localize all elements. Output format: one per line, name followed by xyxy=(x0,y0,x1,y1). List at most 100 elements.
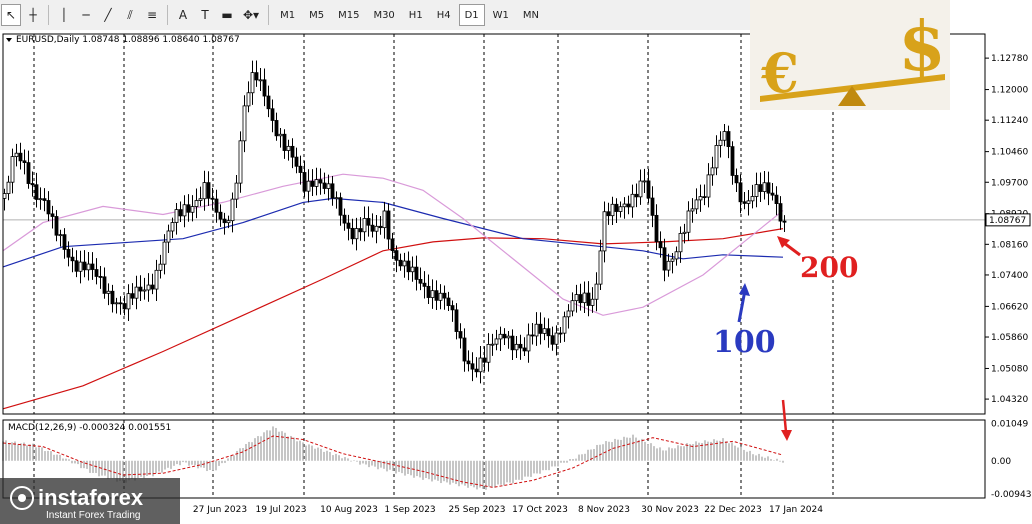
ma50-line xyxy=(2,173,784,316)
candle-body xyxy=(98,276,103,278)
candle-body xyxy=(122,303,127,310)
candle-body xyxy=(386,210,391,240)
candle-body xyxy=(686,210,691,233)
euro-symbol: € xyxy=(760,41,799,105)
candle-body xyxy=(186,204,191,213)
candle-body xyxy=(558,332,563,335)
rectangle-button[interactable]: ▬ xyxy=(217,4,237,26)
candle-body xyxy=(366,218,371,226)
candle-body xyxy=(162,241,167,265)
candle-body xyxy=(734,175,739,184)
candle-body xyxy=(158,263,163,271)
arrows-icon: ✥▾ xyxy=(243,8,260,22)
horizontal-line-icon: ─ xyxy=(82,8,90,22)
candle-body xyxy=(18,152,23,162)
candle-body xyxy=(270,108,275,121)
time-axis-label: 8 Nov 2023 xyxy=(578,505,630,515)
candle-body xyxy=(494,338,499,345)
candle-body xyxy=(150,284,155,290)
candle-body xyxy=(306,180,311,192)
arrows-button[interactable]: ✥▾ xyxy=(239,4,263,26)
candle-body xyxy=(354,228,359,240)
timeframe-m30-button[interactable]: M30 xyxy=(373,9,395,21)
candle-body xyxy=(774,194,779,204)
candle-body xyxy=(226,220,231,224)
candle-body xyxy=(178,209,183,217)
candle-body xyxy=(338,197,343,216)
vertical-line-icon: │ xyxy=(60,8,68,22)
candle-body xyxy=(362,218,367,233)
price-chart: MACD(12,26,9) -0.000324 0.001551 0.01049 0… xyxy=(0,30,1032,524)
candle-body xyxy=(234,182,239,200)
timeframe-m15-button[interactable]: M15 xyxy=(338,9,360,21)
candle-body xyxy=(350,227,355,240)
candle-body xyxy=(278,133,283,137)
candle-body xyxy=(542,328,547,334)
crosshair-tool-button[interactable]: ┼ xyxy=(23,4,43,26)
candle-body xyxy=(694,199,699,210)
vertical-line-button[interactable]: │ xyxy=(54,4,74,26)
crosshair-icon: ┼ xyxy=(29,8,37,22)
candle-body xyxy=(54,216,59,236)
candle-body xyxy=(758,184,763,192)
candle-body xyxy=(402,260,407,267)
candle-body xyxy=(126,293,131,310)
candle-body xyxy=(310,180,315,187)
candle-body xyxy=(654,214,659,242)
candle-body xyxy=(586,292,591,306)
text-label-button[interactable]: T xyxy=(195,4,215,26)
current-price-label: 1.08767 xyxy=(989,216,1026,226)
candle-body xyxy=(754,184,759,197)
price-axis-label: 1.12780 xyxy=(991,54,1028,64)
candle-body xyxy=(506,335,511,339)
candle-body xyxy=(782,220,787,223)
candle-body xyxy=(474,368,479,373)
candle-body xyxy=(614,203,619,212)
candle-body xyxy=(182,204,187,217)
toolbar-separator xyxy=(48,5,49,25)
candle-body xyxy=(538,323,543,334)
candle-body xyxy=(134,286,139,299)
price-axis-label: 1.10460 xyxy=(991,148,1028,158)
fibonacci-button[interactable]: ≡ xyxy=(142,4,162,26)
candle-body xyxy=(74,260,79,272)
candle-body xyxy=(722,131,727,141)
time-axis-label: 19 Jul 2023 xyxy=(256,505,307,515)
timeframe-m1-button[interactable]: M1 xyxy=(280,9,296,21)
time-axis-label: 1 Sep 2023 xyxy=(384,505,435,515)
candle-body xyxy=(6,181,11,194)
timeframe-m5-button[interactable]: M5 xyxy=(309,9,325,21)
timeframe-w1-button[interactable]: W1 xyxy=(492,9,509,21)
candle-body xyxy=(750,196,755,202)
price-axis-label: 1.08160 xyxy=(991,240,1028,250)
candle-body xyxy=(406,260,411,273)
candle-body xyxy=(114,302,119,305)
ma200-line xyxy=(2,228,784,410)
candle-body xyxy=(202,182,207,200)
candle-body xyxy=(370,224,375,232)
candle-body xyxy=(510,335,515,351)
candle-body xyxy=(434,290,439,301)
timeframe-h1-button[interactable]: H1 xyxy=(408,9,423,21)
horizontal-line-button[interactable]: ─ xyxy=(76,4,96,26)
cursor-tool-button[interactable]: ↖ xyxy=(1,4,21,26)
candle-body xyxy=(34,184,39,200)
candle-body xyxy=(10,156,15,183)
candle-body xyxy=(50,213,55,217)
candle-body xyxy=(290,145,295,158)
text-tool-button[interactable]: A xyxy=(173,4,193,26)
timeframe-d1-button[interactable]: D1 xyxy=(458,4,485,26)
candle-body xyxy=(698,196,703,201)
timeframe-mn-button[interactable]: MN xyxy=(522,9,539,21)
candle-body xyxy=(530,334,535,337)
candle-body xyxy=(82,261,87,271)
equidistant-channel-button[interactable]: ⫽ xyxy=(120,4,140,26)
candle-body xyxy=(518,343,523,349)
candle-body xyxy=(462,337,467,362)
candle-body xyxy=(430,290,435,298)
macd-title: MACD(12,26,9) -0.000324 0.001551 xyxy=(8,423,171,433)
timeframe-h4-button[interactable]: H4 xyxy=(436,9,451,21)
trend-line-button[interactable]: ╱ xyxy=(98,4,118,26)
chart-window[interactable]: MACD(12,26,9) -0.000324 0.001551 0.01049 0… xyxy=(0,30,1032,524)
candle-body xyxy=(154,269,159,290)
